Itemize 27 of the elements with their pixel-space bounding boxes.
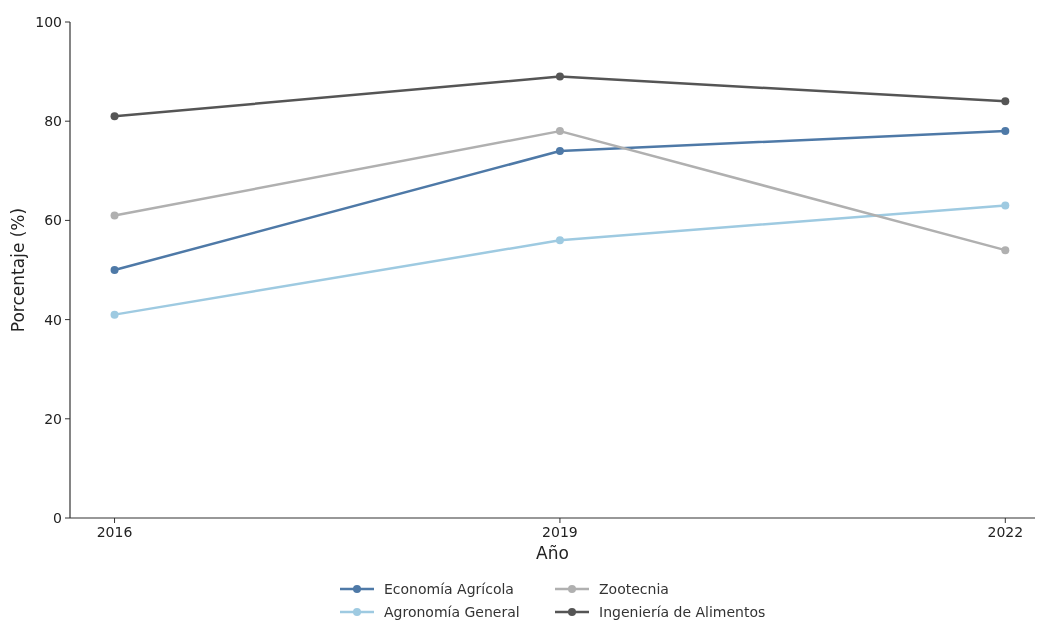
point [1001,97,1010,106]
point [110,266,119,274]
x-tick-label: 2016 [96,524,133,540]
point [555,127,564,136]
y-tick-label: 40 [44,311,62,328]
y-tick-label: 0 [53,509,62,526]
point [110,112,119,121]
legend-label: Economía Agrícola [384,580,514,597]
point [1001,246,1010,255]
x-tick-label: 2019 [542,524,578,540]
x-axis-title: Año [536,543,569,563]
y-tick-label: 80 [44,113,62,130]
point [555,236,564,245]
y-tick-label: 100 [35,13,62,30]
point [110,310,119,319]
y-axis-title: Porcentaje (%) [8,207,28,333]
point [1001,127,1010,136]
legend-label: Agronomía General [384,603,520,620]
legend-label: Ingeniería de Alimentos [599,603,766,620]
point [555,146,564,155]
y-tick-label: 60 [44,212,62,229]
point [1001,201,1010,210]
x-tick-label: 2022 [987,524,1024,540]
legend-label: Zootecnia [599,580,669,597]
point [110,211,119,220]
y-tick-label: 20 [44,410,62,427]
point [555,72,564,81]
